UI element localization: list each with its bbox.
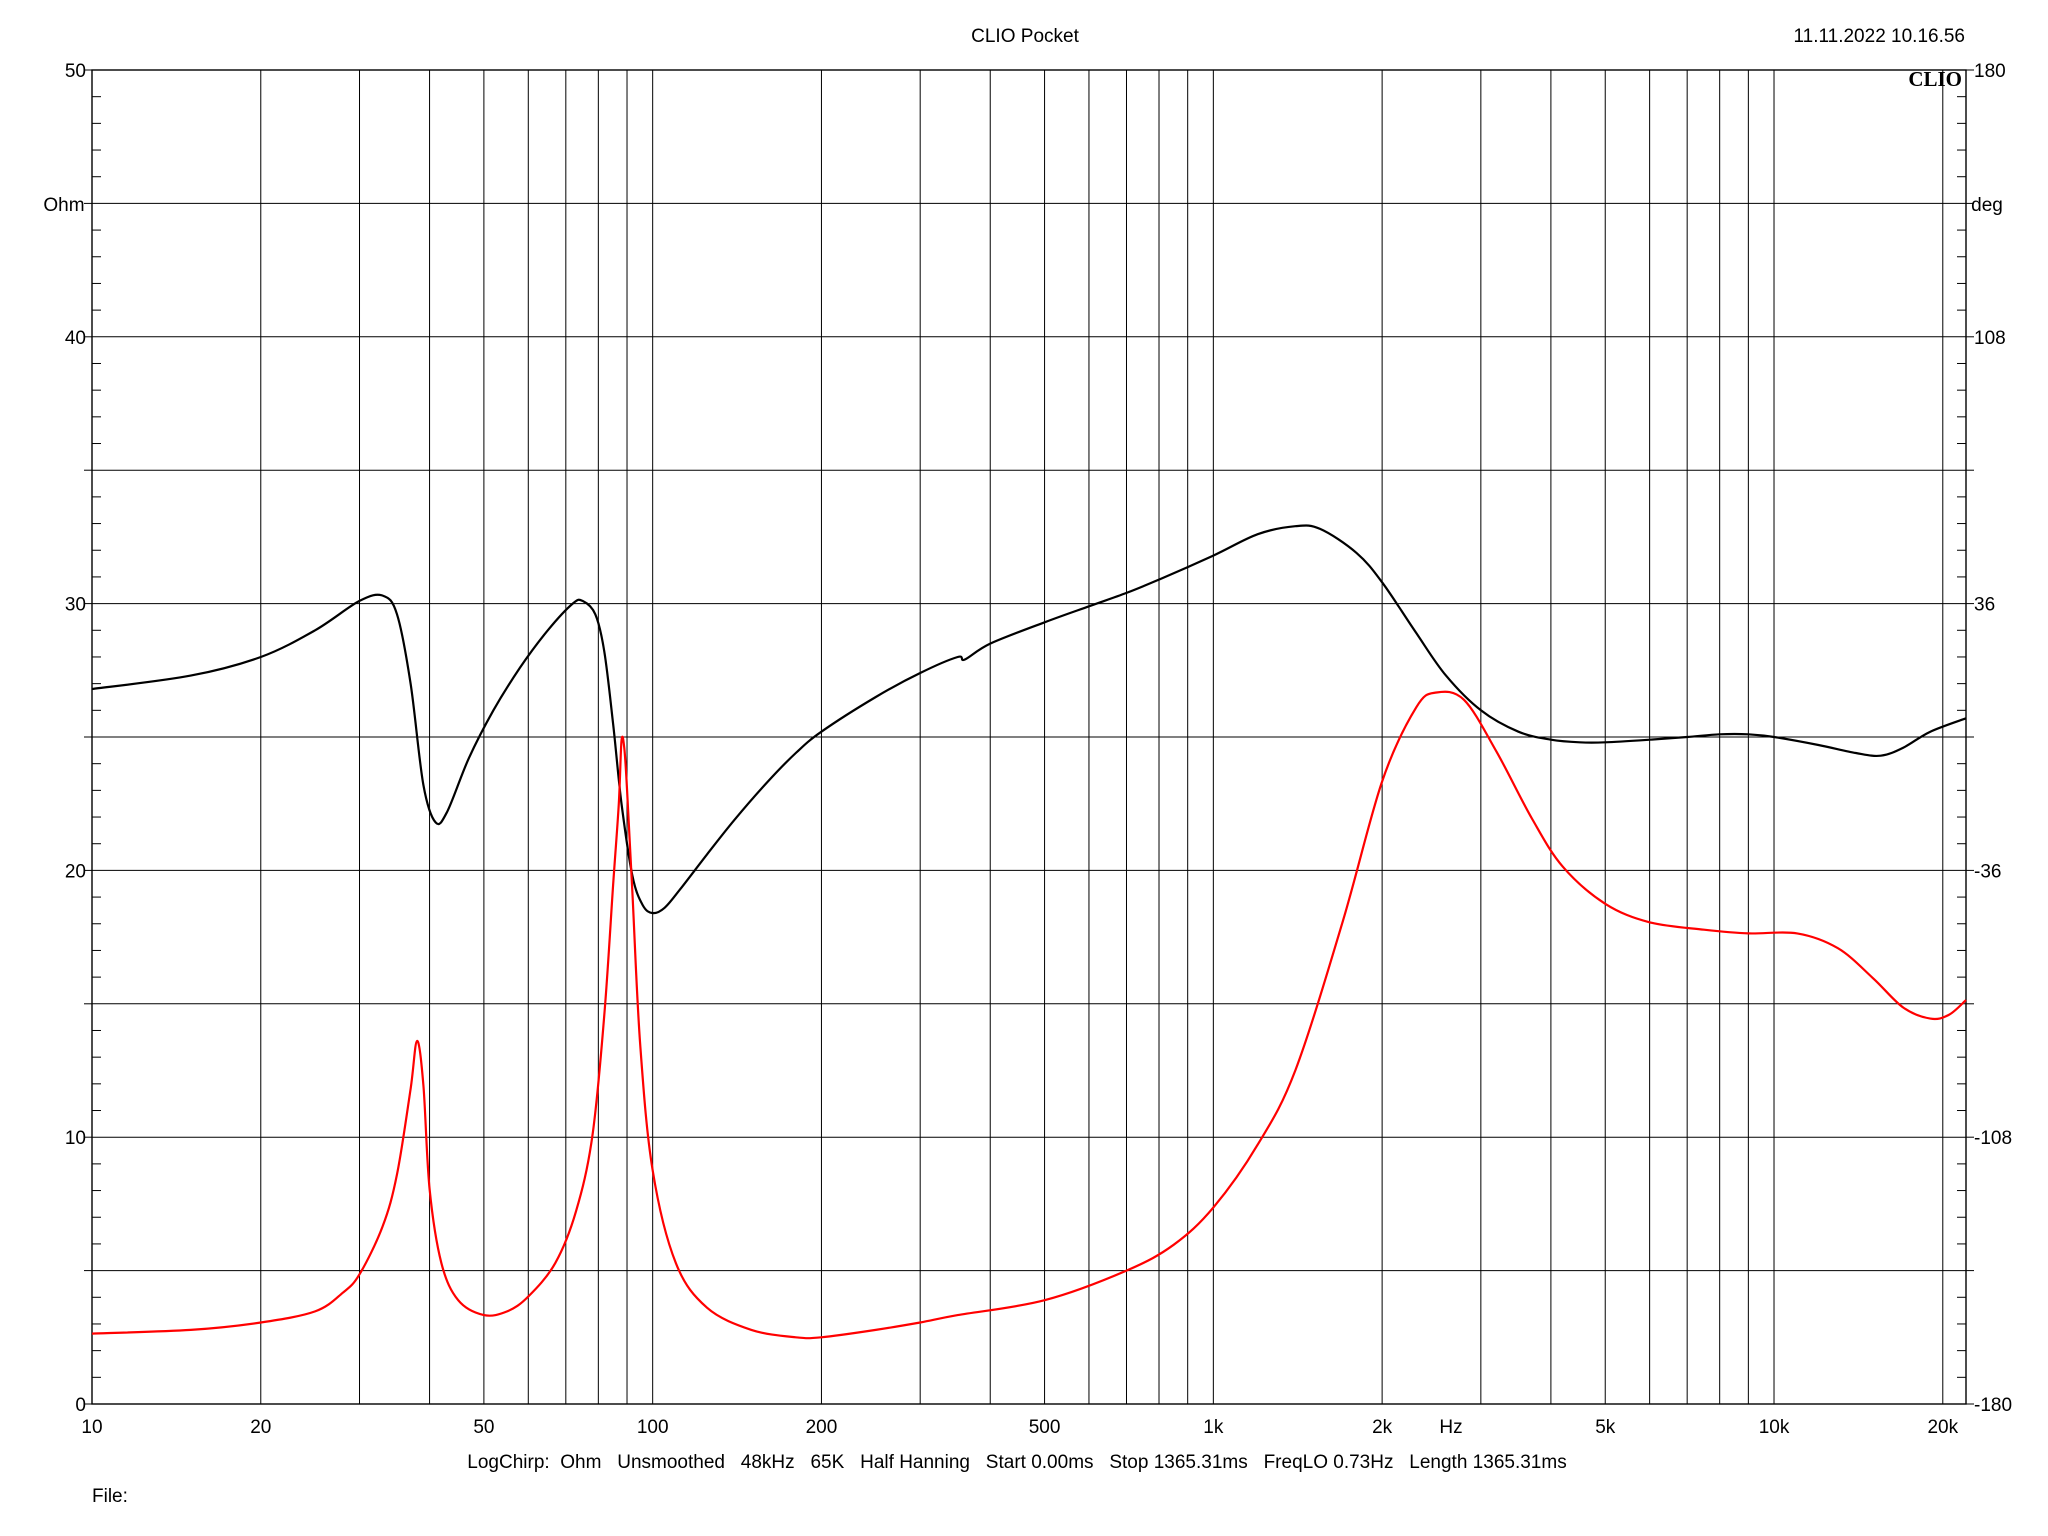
x-axis-label: Hz	[1439, 1417, 1462, 1438]
x-tick-label: 10	[81, 1417, 102, 1438]
right-axis-ticks: -180 -108 -36 36 108 180	[1957, 61, 2012, 1416]
y-tick-label: 40	[65, 328, 86, 349]
x-tick-label: 5k	[1595, 1417, 1616, 1438]
x-tick-label: 200	[806, 1417, 838, 1438]
x-tick-label: 20	[250, 1417, 271, 1438]
x-tick-label: 100	[637, 1417, 669, 1438]
y-tick-label: 50	[65, 61, 86, 82]
y2-tick-label: -36	[1974, 861, 2001, 882]
brand-logo: CLIO	[1908, 67, 1962, 91]
y2-tick-label: -108	[1974, 1128, 2012, 1149]
grid	[92, 70, 1966, 1404]
y-tick-label: 30	[65, 595, 86, 616]
y2-axis-label: deg	[1971, 195, 2003, 216]
y-axis-label: Ohm	[43, 195, 84, 216]
timestamp: 11.11.2022 10.16.56	[1793, 26, 1965, 47]
x-tick-label: 50	[473, 1417, 494, 1438]
x-axis-ticks: 10 20 50 100 200 500 1k 2k 5k 10k 20k	[81, 1417, 1958, 1438]
file-label: File:	[92, 1486, 128, 1507]
y2-tick-label: 180	[1974, 61, 2006, 82]
y-tick-label: 20	[65, 861, 86, 882]
y-tick-label: 10	[65, 1128, 86, 1149]
series-layer	[91, 524, 1967, 1340]
y2-tick-label: -180	[1974, 1395, 2012, 1416]
impedance-phase-curve	[91, 690, 1967, 1340]
impedance-magnitude-curve	[91, 524, 1967, 915]
y-tick-label: 0	[75, 1395, 86, 1416]
y2-tick-label: 108	[1974, 328, 2006, 349]
left-axis-ticks: 0 10 20 30 40 50	[65, 61, 101, 1416]
measurement-settings: LogChirp: Ohm Unsmoothed 48kHz 65K Half …	[467, 1452, 1566, 1473]
x-tick-label: 10k	[1759, 1417, 1790, 1438]
chart-title: CLIO Pocket	[971, 26, 1079, 47]
x-tick-label: 2k	[1372, 1417, 1393, 1438]
x-tick-label: 20k	[1927, 1417, 1958, 1438]
y2-tick-label: 36	[1974, 595, 1995, 616]
x-tick-label: 500	[1029, 1417, 1061, 1438]
x-tick-label: 1k	[1203, 1417, 1224, 1438]
